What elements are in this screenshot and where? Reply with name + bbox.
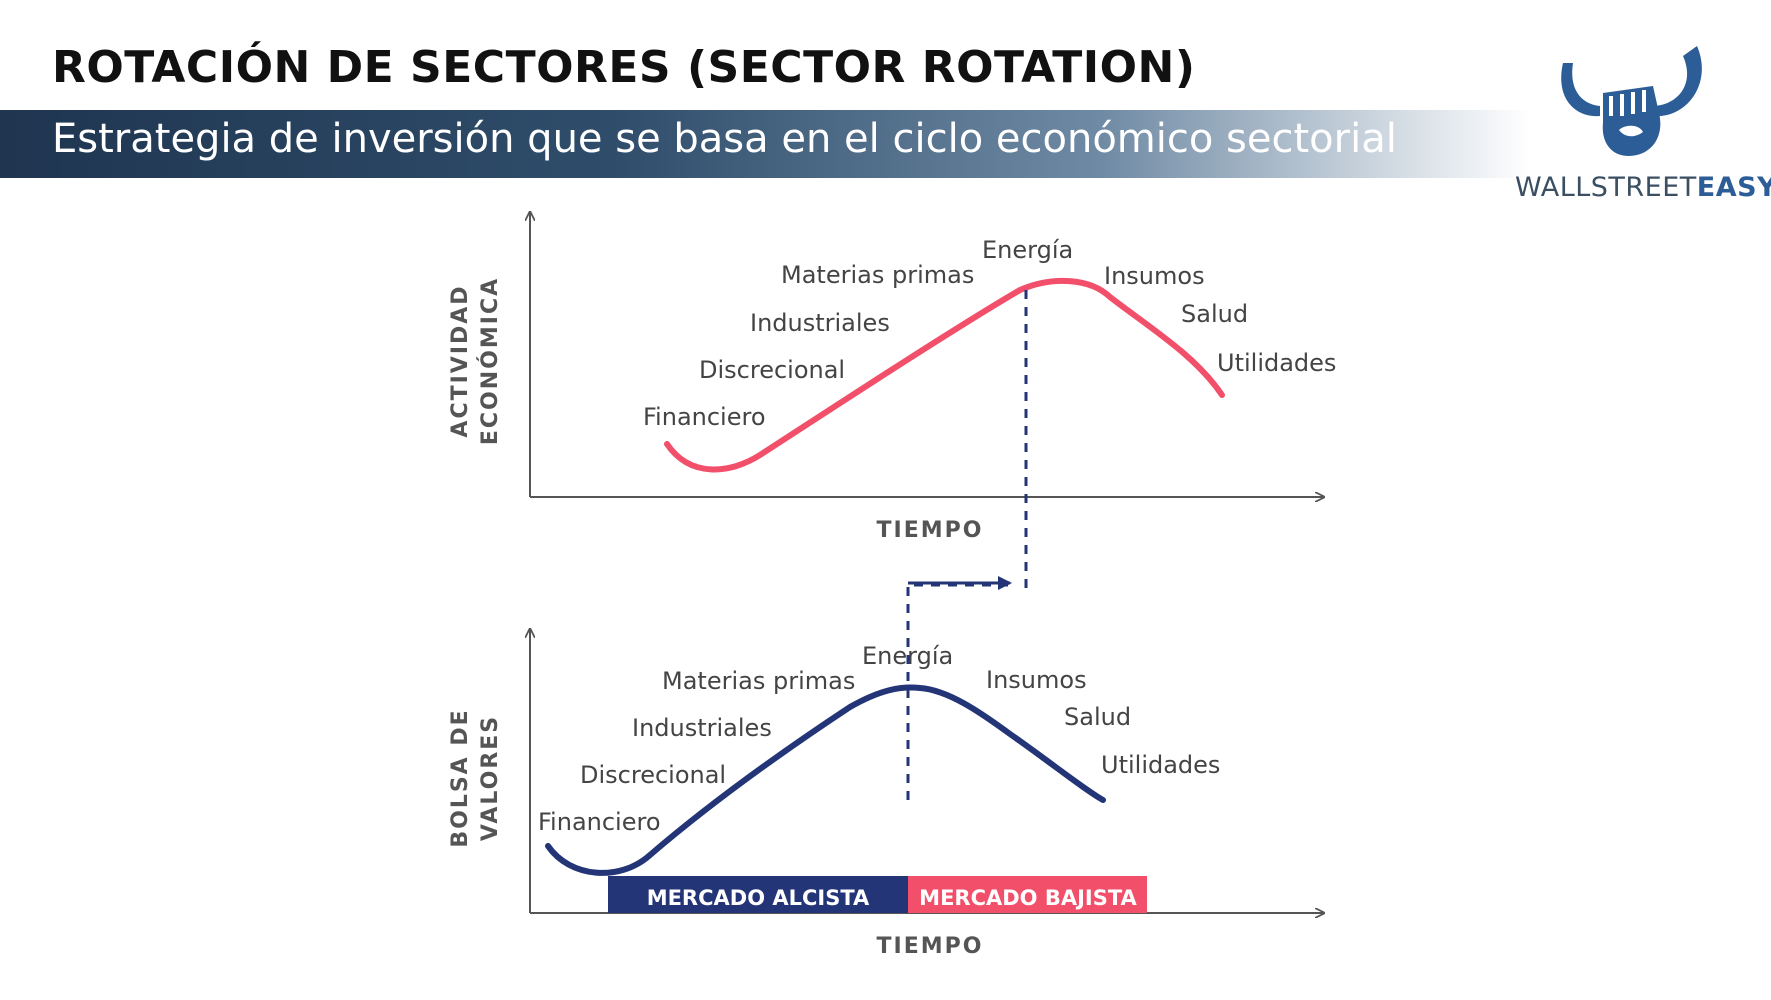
top-x-label: TIEMPO (877, 518, 984, 543)
bull-fist-icon (1561, 46, 1702, 156)
stock-market-curve (545, 684, 1106, 876)
top-label-insumos: Insumos (1104, 262, 1205, 290)
bottom-label-industriales: Industriales (632, 714, 772, 742)
bottom-label-insumos: Insumos (986, 666, 1087, 694)
top-label-salud: Salud (1181, 300, 1248, 328)
bottom-chart: MERCADO ALCISTA MERCADO BAJISTA Financie… (448, 630, 1323, 959)
brand-wordmark: WALLSTREETEASY (1515, 172, 1771, 203)
bottom-y-label-line1: BOLSA DE (448, 708, 473, 847)
top-label-materias-primas: Materias primas (781, 261, 974, 289)
bear-market-band (908, 876, 1147, 913)
top-label-financiero: Financiero (643, 403, 766, 431)
bear-market-label: MERCADO BAJISTA (919, 886, 1137, 910)
bottom-label-discrecional: Discrecional (580, 761, 726, 789)
brand-word-main: WALLSTREET (1515, 172, 1697, 203)
top-label-energia: Energía (982, 236, 1073, 264)
top-chart: Financiero Discrecional Industriales Mat… (448, 213, 1336, 588)
brand-logo: WALLSTREETEASY (1515, 38, 1771, 208)
page-subtitle: Estrategia de inversión que se basa en e… (52, 116, 1397, 162)
top-label-discrecional: Discrecional (699, 356, 845, 384)
bottom-label-salud: Salud (1064, 703, 1131, 731)
lag-connector-dashed (906, 583, 1010, 800)
bull-market-label: MERCADO ALCISTA (647, 886, 870, 910)
page-title: ROTACIÓN DE SECTORES (SECTOR ROTATION) (52, 42, 1196, 93)
top-label-utilidades: Utilidades (1217, 349, 1336, 377)
top-y-label-line1: ACTIVIDAD (448, 284, 473, 437)
economic-activity-curve (664, 277, 1225, 473)
bottom-label-utilidades: Utilidades (1101, 751, 1220, 779)
subtitle-band (0, 110, 1530, 178)
bottom-x-label: TIEMPO (877, 934, 984, 959)
brand-word-accent: EASY (1696, 172, 1771, 203)
top-y-label-line2: ECONÓMICA (477, 277, 503, 445)
bottom-y-label-line2: VALORES (478, 715, 503, 841)
top-label-industriales: Industriales (750, 309, 890, 337)
bottom-label-energia: Energía (862, 642, 953, 670)
bottom-label-financiero: Financiero (538, 808, 661, 836)
bull-market-band (608, 876, 908, 913)
bottom-label-materias-primas: Materias primas (662, 667, 855, 695)
